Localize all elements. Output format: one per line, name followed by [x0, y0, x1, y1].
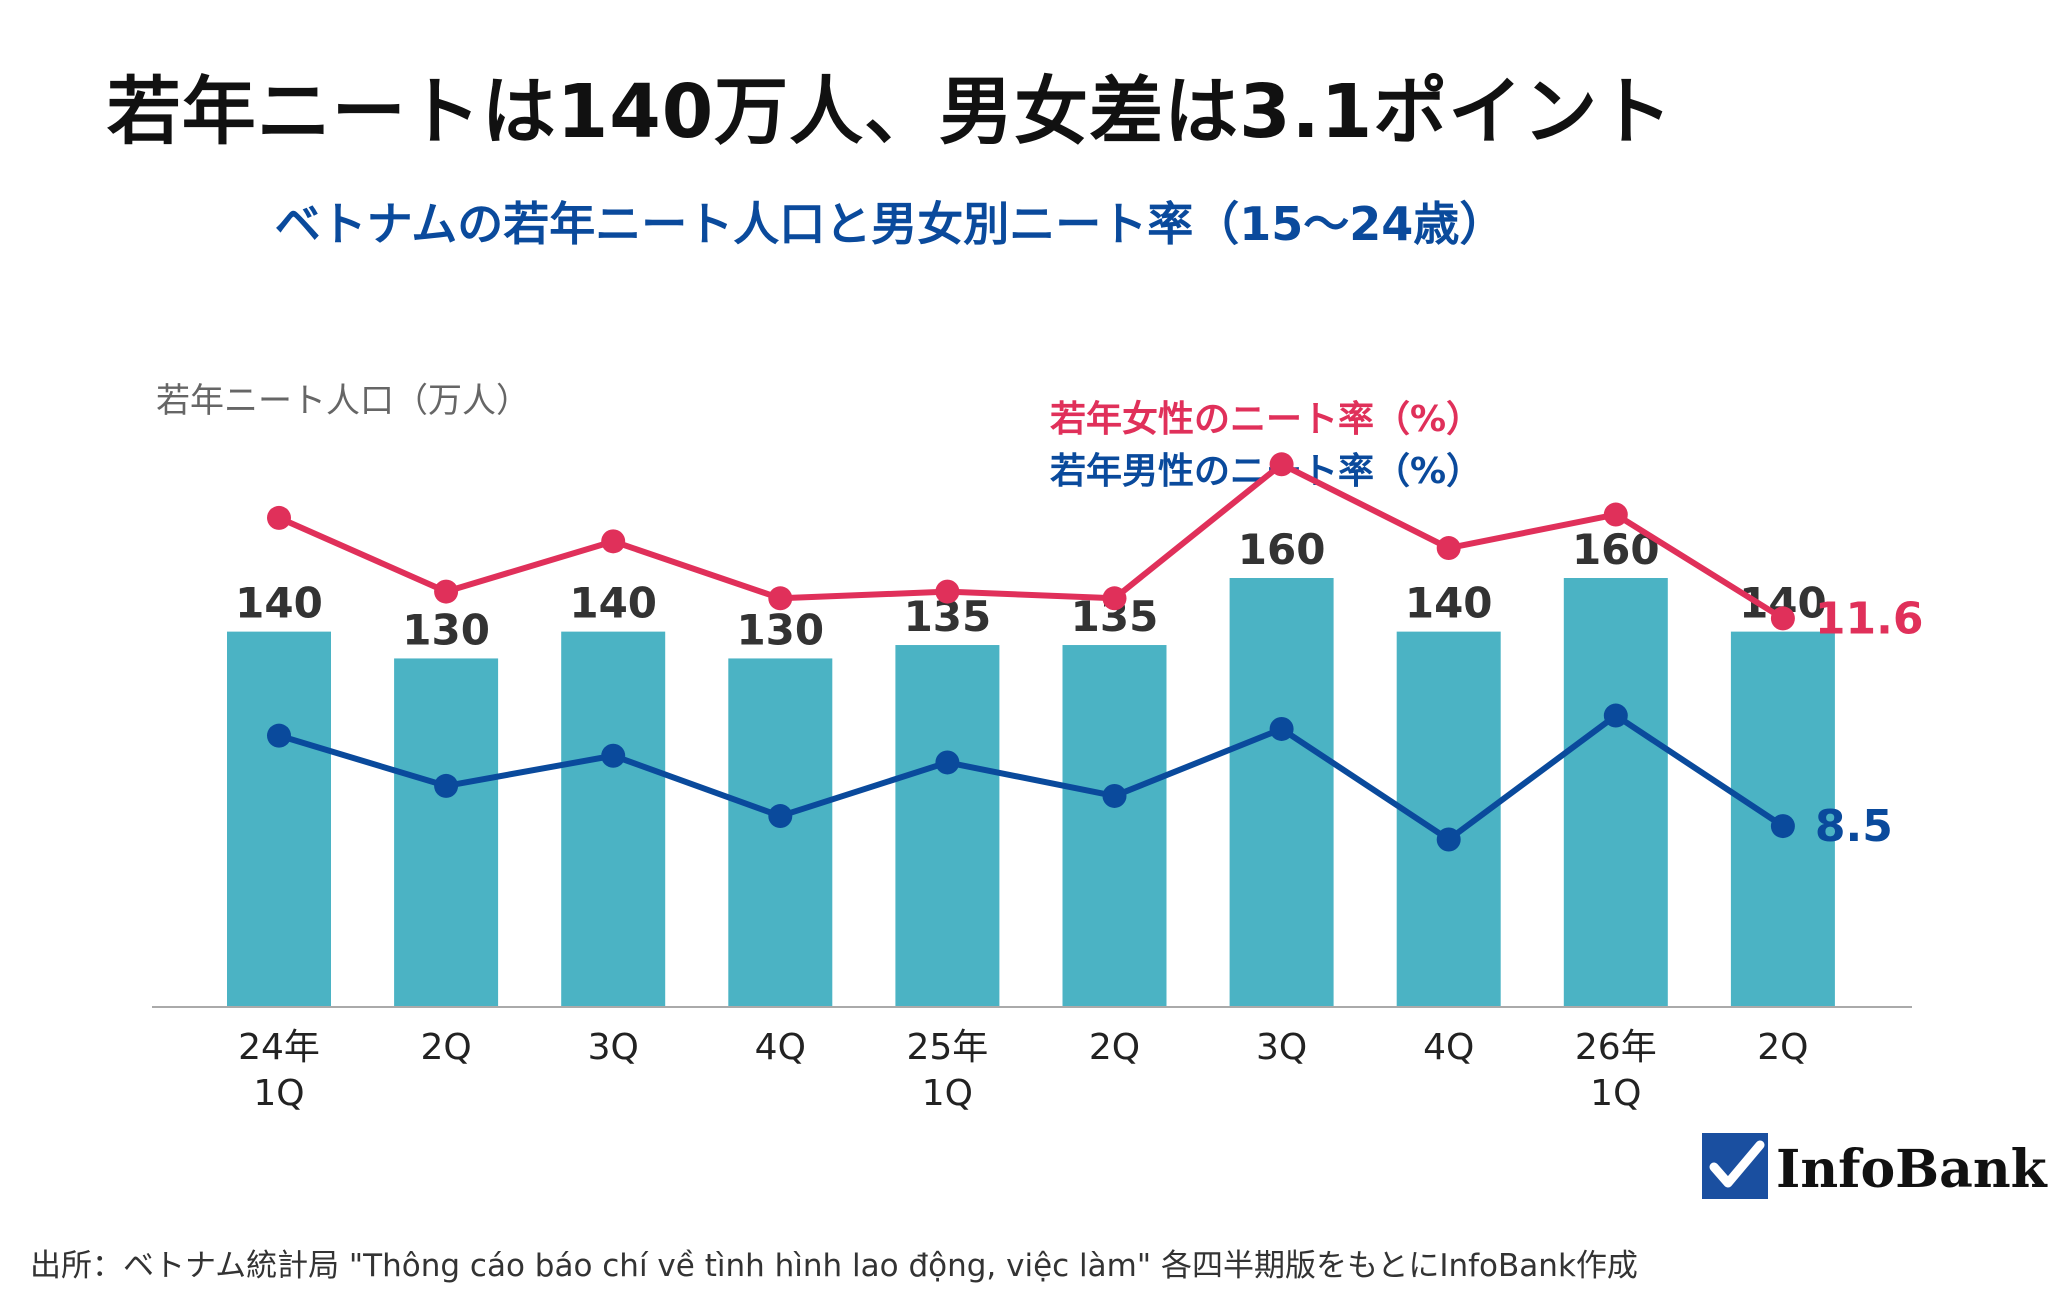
- chart-subtitle: ベトナムの若年ニート人口と男女別ニート率（15～24歳）: [274, 197, 1506, 251]
- series-point: [1770, 606, 1795, 631]
- x-tick-label: 2Q: [420, 1027, 471, 1068]
- bar-value-label: 130: [736, 605, 824, 654]
- series-point: [768, 804, 793, 829]
- series-point: [434, 579, 459, 604]
- x-tick-label: 4Q: [1423, 1027, 1474, 1068]
- series-point: [601, 529, 626, 554]
- x-tick-label: 3Q: [588, 1027, 639, 1068]
- series-point: [1269, 716, 1294, 741]
- series-line: [277, 461, 1785, 621]
- x-tick-label: 25年: [906, 1027, 988, 1068]
- series-point: [1603, 703, 1628, 728]
- bar-value-label: 130: [402, 605, 490, 654]
- bar: [1563, 578, 1668, 1007]
- bar: [1396, 631, 1501, 1007]
- series-point: [1436, 536, 1461, 561]
- bar: [1062, 645, 1167, 1007]
- bar-value-label: 160: [1238, 525, 1326, 574]
- x-tick-label: 2Q: [1089, 1027, 1140, 1068]
- series-line: [278, 712, 1785, 843]
- series-point: [768, 586, 793, 611]
- bar: [1229, 578, 1334, 1007]
- series-point: [1436, 827, 1461, 852]
- bar: [394, 658, 499, 1007]
- series-point: [601, 743, 626, 768]
- legend-male: 若年男性のニート率（%）: [1050, 451, 1483, 492]
- bar: [227, 631, 331, 1007]
- series-point: [267, 505, 291, 530]
- series-point: [267, 723, 291, 748]
- bar: [561, 631, 666, 1007]
- checkmark-icon: [1702, 1133, 1768, 1199]
- series-point: [935, 579, 960, 604]
- y-axis-label: 若年ニート人口（万人）: [156, 381, 530, 421]
- x-tick-label: 1Q: [922, 1073, 973, 1114]
- series-point: [1102, 783, 1127, 808]
- series-point: [1102, 586, 1127, 611]
- bar-value-label: 140: [235, 579, 323, 628]
- series-point: [1269, 452, 1294, 477]
- series-end-label: 8.5: [1815, 801, 1893, 852]
- x-tick-label: 24年: [238, 1027, 320, 1068]
- source-note: 出所：ベトナム統計局 "Thông cáo báo chí về tình hì…: [30, 1248, 1638, 1284]
- x-tick-label: 1Q: [1590, 1073, 1641, 1114]
- bar-value-label: 140: [1405, 579, 1493, 628]
- bar-value-label: 140: [569, 579, 657, 628]
- series-point: [935, 750, 960, 775]
- x-tick-label: 4Q: [755, 1027, 806, 1068]
- series-point: [434, 773, 459, 798]
- x-tick-label: 3Q: [1256, 1027, 1307, 1068]
- series-end-label: 11.6: [1815, 593, 1924, 644]
- x-tick-label: 1Q: [253, 1073, 304, 1114]
- infobank-logo: InfoBank: [1702, 1133, 2047, 1205]
- series-point: [1603, 502, 1628, 527]
- chart-title: 若年ニートは140万人、男女差は3.1ポイント: [106, 69, 1674, 155]
- bar: [895, 645, 1000, 1007]
- bar: [728, 658, 833, 1007]
- series-point: [1770, 814, 1795, 839]
- x-tick-label: 2Q: [1757, 1027, 1808, 1068]
- legend-female: 若年女性のニート率（%）: [1050, 399, 1483, 440]
- x-tick-label: 26年: [1575, 1027, 1657, 1068]
- logo-text: InfoBank: [1776, 1139, 2047, 1200]
